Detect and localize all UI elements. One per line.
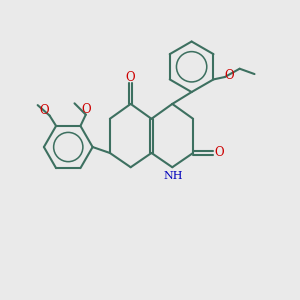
Text: O: O — [82, 103, 91, 116]
Text: NH: NH — [163, 171, 183, 181]
Text: O: O — [215, 146, 224, 160]
Text: O: O — [126, 71, 136, 84]
Text: O: O — [39, 104, 49, 117]
Text: O: O — [224, 69, 234, 82]
